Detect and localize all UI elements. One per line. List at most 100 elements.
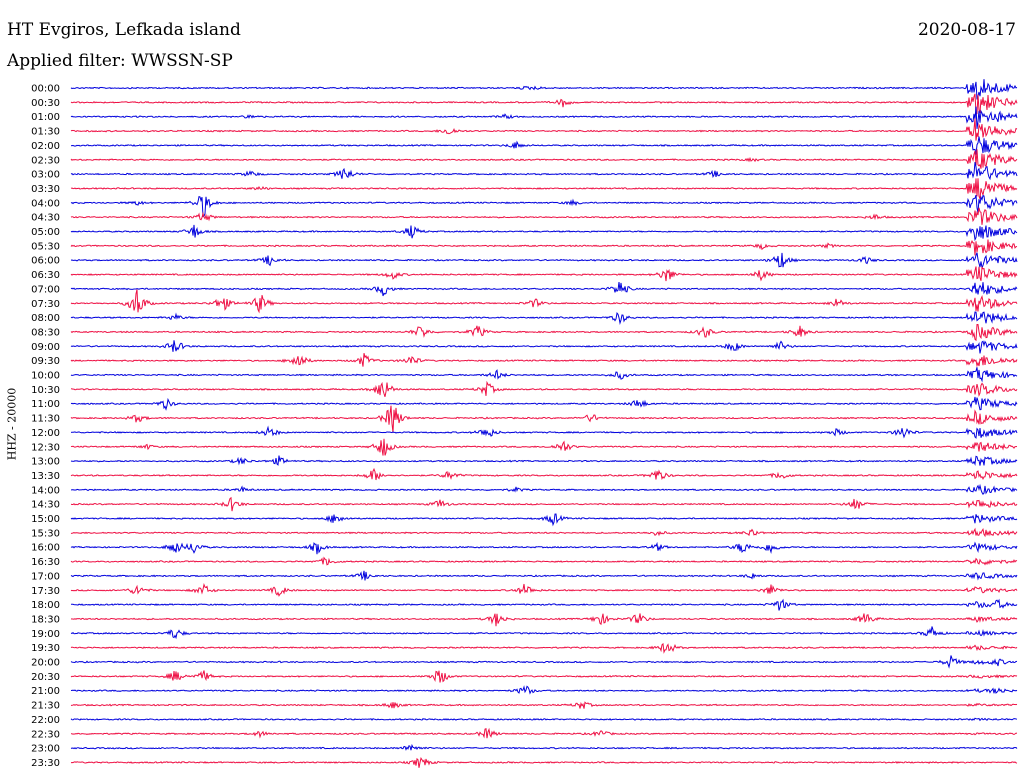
trace-row: [70, 598, 1018, 611]
trace-row: [70, 541, 1018, 555]
tick-label: 03:00: [31, 170, 60, 181]
tick-label: 14:30: [31, 500, 60, 511]
trace-row: [70, 583, 1018, 597]
tick-label: 19:30: [31, 643, 60, 654]
tick-label: 16:00: [31, 543, 60, 554]
trace-row: [70, 136, 1018, 155]
trace-row: [70, 352, 1018, 368]
trace-row: [70, 149, 1018, 169]
tick-label: 09:30: [31, 356, 60, 367]
trace-row: [70, 405, 1018, 433]
tick-label: 05:00: [31, 227, 60, 238]
trace-row: [70, 396, 1018, 411]
tick-label: 04:30: [31, 213, 60, 224]
tick-label: 08:00: [31, 313, 60, 324]
tick-label: 04:00: [31, 198, 60, 209]
tick-label: 12:00: [31, 428, 60, 439]
trace-row: [70, 289, 1018, 314]
trace-row: [70, 79, 1018, 100]
trace-row: [70, 340, 1018, 354]
tick-label: 22:30: [31, 729, 60, 740]
tick-label: 17:30: [31, 586, 60, 597]
trace-row: [71, 727, 1018, 739]
trace-row: [70, 207, 1018, 225]
tick-label: 15:00: [31, 514, 60, 525]
trace-row: [70, 642, 1018, 654]
trace-row: [70, 496, 1018, 512]
tick-label: 13:30: [31, 471, 60, 482]
tick-label: 08:30: [31, 327, 60, 338]
tick-label: 22:00: [31, 715, 60, 726]
trace-row: [70, 93, 1018, 115]
trace-row: [70, 425, 1018, 439]
trace-row: [70, 655, 1018, 669]
tick-label: 16:30: [31, 557, 60, 568]
trace-row: [70, 455, 1018, 467]
tick-label: 19:00: [31, 629, 60, 640]
tick-label: 01:00: [31, 112, 60, 123]
tick-label: 06:00: [31, 256, 60, 267]
tick-label: 14:00: [31, 485, 60, 496]
trace-row: [70, 281, 1018, 297]
trace-row: [70, 685, 1018, 695]
seismic-traces: [70, 79, 1018, 768]
trace-row: [70, 467, 1018, 481]
trace-row: [70, 265, 1018, 282]
trace-row: [70, 570, 1018, 581]
trace-row: [70, 224, 1018, 242]
tick-label: 17:00: [31, 571, 60, 582]
trace-row: [70, 701, 1018, 709]
tick-label: 05:30: [31, 241, 60, 252]
tick-label: 00:00: [31, 84, 60, 95]
tick-label: 21:00: [31, 686, 60, 697]
tick-label: 10:00: [31, 371, 60, 382]
tick-label: 00:30: [31, 98, 60, 109]
tick-label: 18:00: [31, 600, 60, 611]
trace-row: [70, 670, 1018, 683]
trace-row: [70, 239, 1018, 256]
trace-row: [70, 556, 1018, 566]
station-title: HT Evgiros, Lefkada island: [7, 20, 241, 40]
tick-label: 12:30: [31, 442, 60, 453]
trace-row: [70, 118, 1018, 141]
trace-row: [70, 178, 1018, 199]
trace-row: [70, 380, 1018, 398]
tick-label: 02:30: [31, 155, 60, 166]
trace-row: [70, 311, 1018, 325]
trace-row: [70, 756, 1018, 768]
tick-label: 06:30: [31, 270, 60, 281]
filter-subtitle: Applied filter: WWSSN-SP: [7, 51, 233, 71]
trace-row: [70, 324, 1018, 342]
tick-label: 09:00: [31, 342, 60, 353]
tick-label: 21:30: [31, 701, 60, 712]
tick-label: 23:00: [31, 744, 60, 755]
trace-row: [70, 194, 1018, 218]
tick-label: 11:00: [31, 399, 60, 410]
trace-row: [70, 717, 1018, 722]
tick-label: 13:00: [31, 457, 60, 468]
trace-row: [70, 743, 1018, 751]
tick-label: 20:00: [31, 658, 60, 669]
time-tick-labels: 00:00 00:30 01:00 01:30 02:00 02:30 03:00 03:30…: [31, 84, 60, 769]
tick-label: 11:30: [31, 414, 60, 425]
tick-label: 18:30: [31, 614, 60, 625]
trace-row: [71, 483, 1018, 496]
trace-row: [70, 252, 1018, 270]
trace-row: [70, 626, 1018, 640]
trace-row: [70, 161, 1018, 181]
channel-axis-label: HHZ - 20000: [5, 387, 19, 461]
trace-row: [70, 513, 1018, 527]
tick-label: 23:30: [31, 758, 60, 769]
trace-row: [70, 106, 1018, 129]
trace-row: [70, 367, 1018, 383]
trace-row: [70, 527, 1018, 538]
tick-label: 20:30: [31, 672, 60, 683]
tick-label: 07:00: [31, 284, 60, 295]
date-label: 2020-08-17: [917, 20, 1016, 40]
tick-label: 01:30: [31, 127, 60, 138]
trace-row: [70, 438, 1018, 456]
tick-label: 15:30: [31, 528, 60, 539]
tick-label: 07:30: [31, 299, 60, 310]
tick-label: 10:30: [31, 385, 60, 396]
tick-label: 02:00: [31, 141, 60, 152]
